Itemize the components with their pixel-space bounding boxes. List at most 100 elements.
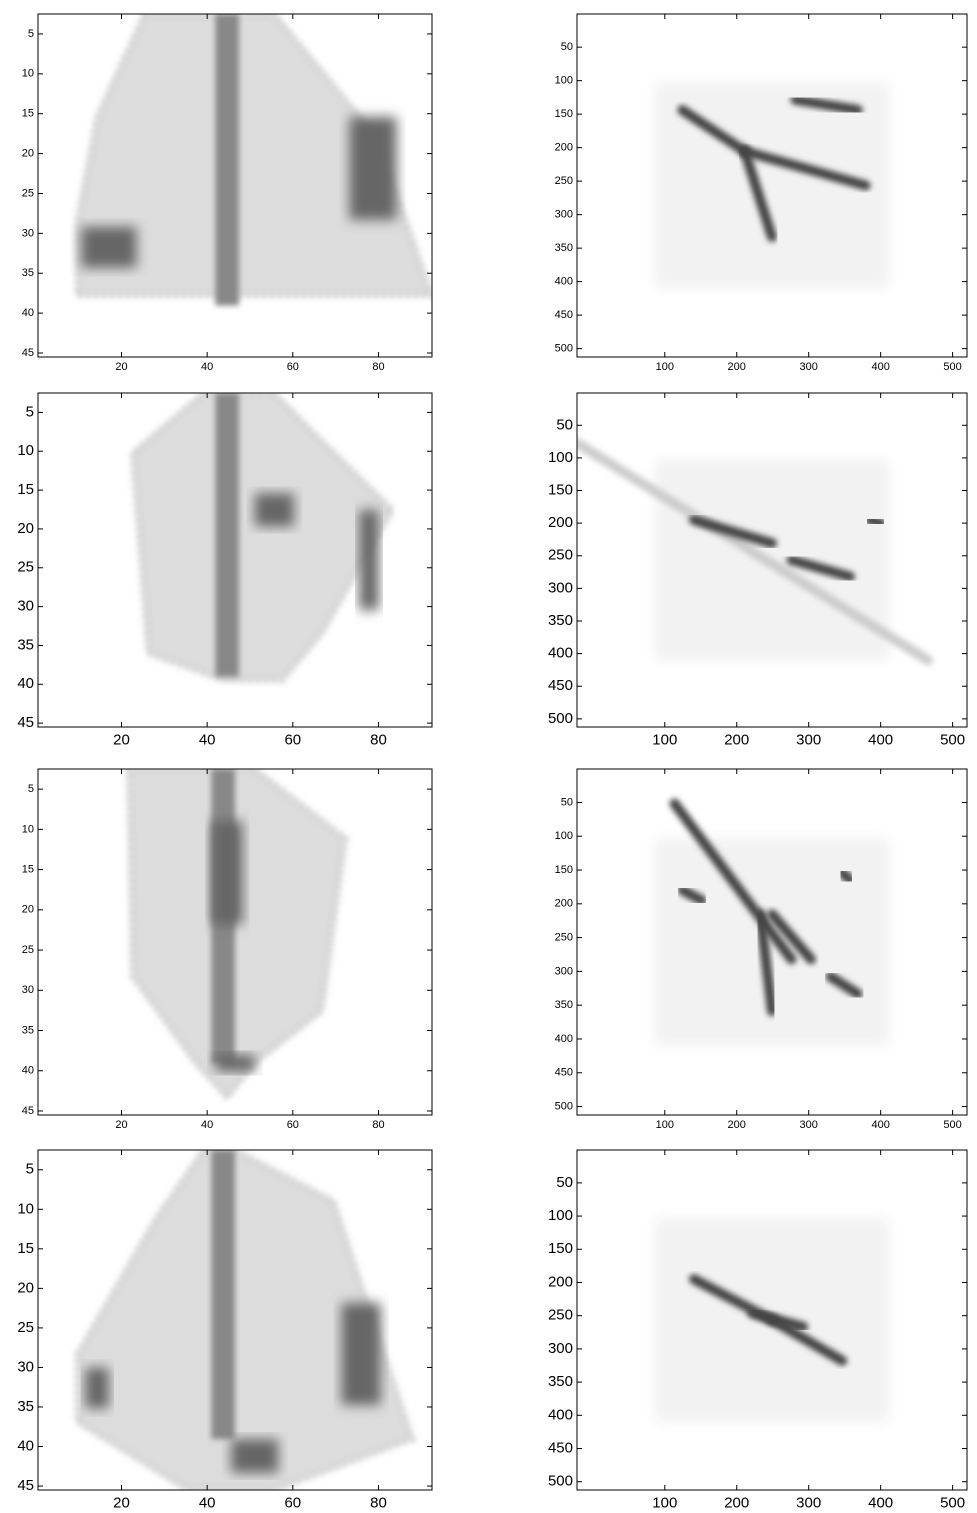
y-tick-label: 30 xyxy=(22,984,34,996)
y-tick-label: 5 xyxy=(26,403,34,420)
x-tick-label: 20 xyxy=(113,731,130,748)
y-tick-label: 45 xyxy=(17,1477,34,1494)
image-stroke xyxy=(677,885,707,906)
x-tick-label: 100 xyxy=(656,1119,674,1131)
x-tick-label: 400 xyxy=(868,1494,893,1511)
image-band xyxy=(215,393,239,677)
subplot: 20 40 60 80 5 10 15 20 25 30 35 40 45 xyxy=(22,768,433,1131)
y-tick-label: 150 xyxy=(555,864,573,876)
y-tick-label: 35 xyxy=(17,1398,34,1415)
y-tick-label: 50 xyxy=(561,41,573,53)
y-tick-label: 10 xyxy=(22,823,34,835)
y-tick-label: 300 xyxy=(555,965,573,977)
image-band xyxy=(211,1150,235,1439)
subplot: 100 200 300 400 500 50 100 150 200 250 300 350 400 45… xyxy=(548,1149,968,1511)
image-dark xyxy=(341,1303,381,1405)
y-tick-label: 15 xyxy=(22,863,34,875)
x-tick-label: 40 xyxy=(199,731,216,748)
x-tick-label: 60 xyxy=(287,361,299,373)
x-tick-label: 200 xyxy=(728,1119,746,1131)
image xyxy=(129,393,397,684)
y-tick-label: 300 xyxy=(548,579,573,596)
y-tick-label: 500 xyxy=(548,1473,573,1490)
y-tick-label: 50 xyxy=(556,1174,573,1191)
y-tick-label: 450 xyxy=(548,1439,573,1456)
x-tick-label: 400 xyxy=(871,361,889,373)
image-dark xyxy=(211,820,243,925)
y-tick-label: 25 xyxy=(17,559,34,576)
y-tick-label: 200 xyxy=(555,898,573,910)
y-tick-label: 400 xyxy=(548,645,573,662)
axes-frame xyxy=(576,13,968,358)
image-region xyxy=(77,1150,413,1490)
image-stroke xyxy=(837,867,855,885)
image xyxy=(655,82,889,289)
y-tick-label: 150 xyxy=(548,1240,573,1257)
y-tick-label: 5 xyxy=(28,783,34,795)
image-stroke xyxy=(747,1308,809,1332)
x-tick-label: 400 xyxy=(871,1119,889,1131)
x-tick-label: 100 xyxy=(656,361,674,373)
y-tick-label: 300 xyxy=(555,209,573,221)
y-tick-label: 500 xyxy=(555,343,573,355)
y-tick-label: 400 xyxy=(555,1033,573,1045)
subplot: 100 200 300 400 500 50 100 150 200 250 300 350 400 45… xyxy=(555,768,968,1131)
image-texture xyxy=(74,14,432,299)
x-tick-label: 200 xyxy=(724,1494,749,1511)
y-tick-label: 20 xyxy=(22,904,34,916)
y-tick-label: 20 xyxy=(17,1279,34,1296)
y-tick-label: 40 xyxy=(22,307,34,319)
image-stroke xyxy=(739,146,871,191)
x-tick-label: 80 xyxy=(370,1494,387,1511)
subplot: 100 200 300 400 500 50 100 150 200 250 300 350 400 45… xyxy=(548,392,968,748)
y-tick-label: 25 xyxy=(22,944,34,956)
x-tick-label: 40 xyxy=(201,361,213,373)
y-tick-label: 100 xyxy=(548,1207,573,1224)
y-tick-label: 100 xyxy=(555,830,573,842)
y-tick-label: 15 xyxy=(17,1240,34,1257)
axes-frame xyxy=(576,768,968,1116)
image-texture xyxy=(129,393,397,684)
y-tick-label: 250 xyxy=(548,547,573,564)
image-region xyxy=(132,393,393,681)
y-tick-label: 450 xyxy=(555,1067,573,1079)
image xyxy=(74,1150,417,1490)
y-tick-label: 50 xyxy=(556,416,573,433)
x-tick-label: 300 xyxy=(800,361,818,373)
x-tick-label: 40 xyxy=(201,1119,213,1131)
y-tick-label: 40 xyxy=(17,675,34,692)
subplot: 20 40 60 80 5 10 15 20 25 30 35 40 45 xyxy=(17,392,433,748)
y-tick-label: 20 xyxy=(22,147,34,159)
axes-frame xyxy=(37,13,433,358)
y-tick-label: 30 xyxy=(17,598,34,615)
image xyxy=(577,438,933,666)
image-stroke xyxy=(677,105,750,157)
x-tick-label: 100 xyxy=(652,731,677,748)
x-tick-label: 20 xyxy=(115,1119,127,1131)
axes-frame xyxy=(576,392,968,728)
image-stroke xyxy=(689,514,777,549)
y-tick-label: 500 xyxy=(555,1100,573,1112)
y-tick-label: 30 xyxy=(22,227,34,239)
image-dark xyxy=(85,1367,109,1409)
x-tick-label: 80 xyxy=(372,1119,384,1131)
y-tick-label: 45 xyxy=(22,1105,34,1117)
x-tick-label: 200 xyxy=(728,361,746,373)
x-tick-label: 100 xyxy=(652,1494,677,1511)
y-tick-label: 15 xyxy=(22,108,34,120)
image-stroke xyxy=(767,909,816,965)
y-tick-label: 20 xyxy=(17,520,34,537)
y-tick-label: 250 xyxy=(555,932,573,944)
y-tick-label: 150 xyxy=(555,108,573,120)
y-tick-label: 10 xyxy=(22,68,34,80)
image-stroke xyxy=(825,971,863,999)
axes-frame xyxy=(37,768,433,1116)
image-stroke xyxy=(786,555,855,582)
x-tick-label: 20 xyxy=(115,361,127,373)
y-tick-label: 150 xyxy=(548,481,573,498)
image-dark xyxy=(231,1439,279,1473)
x-tick-label: 200 xyxy=(724,731,749,748)
image xyxy=(125,769,349,1103)
y-tick-label: 10 xyxy=(17,442,34,459)
